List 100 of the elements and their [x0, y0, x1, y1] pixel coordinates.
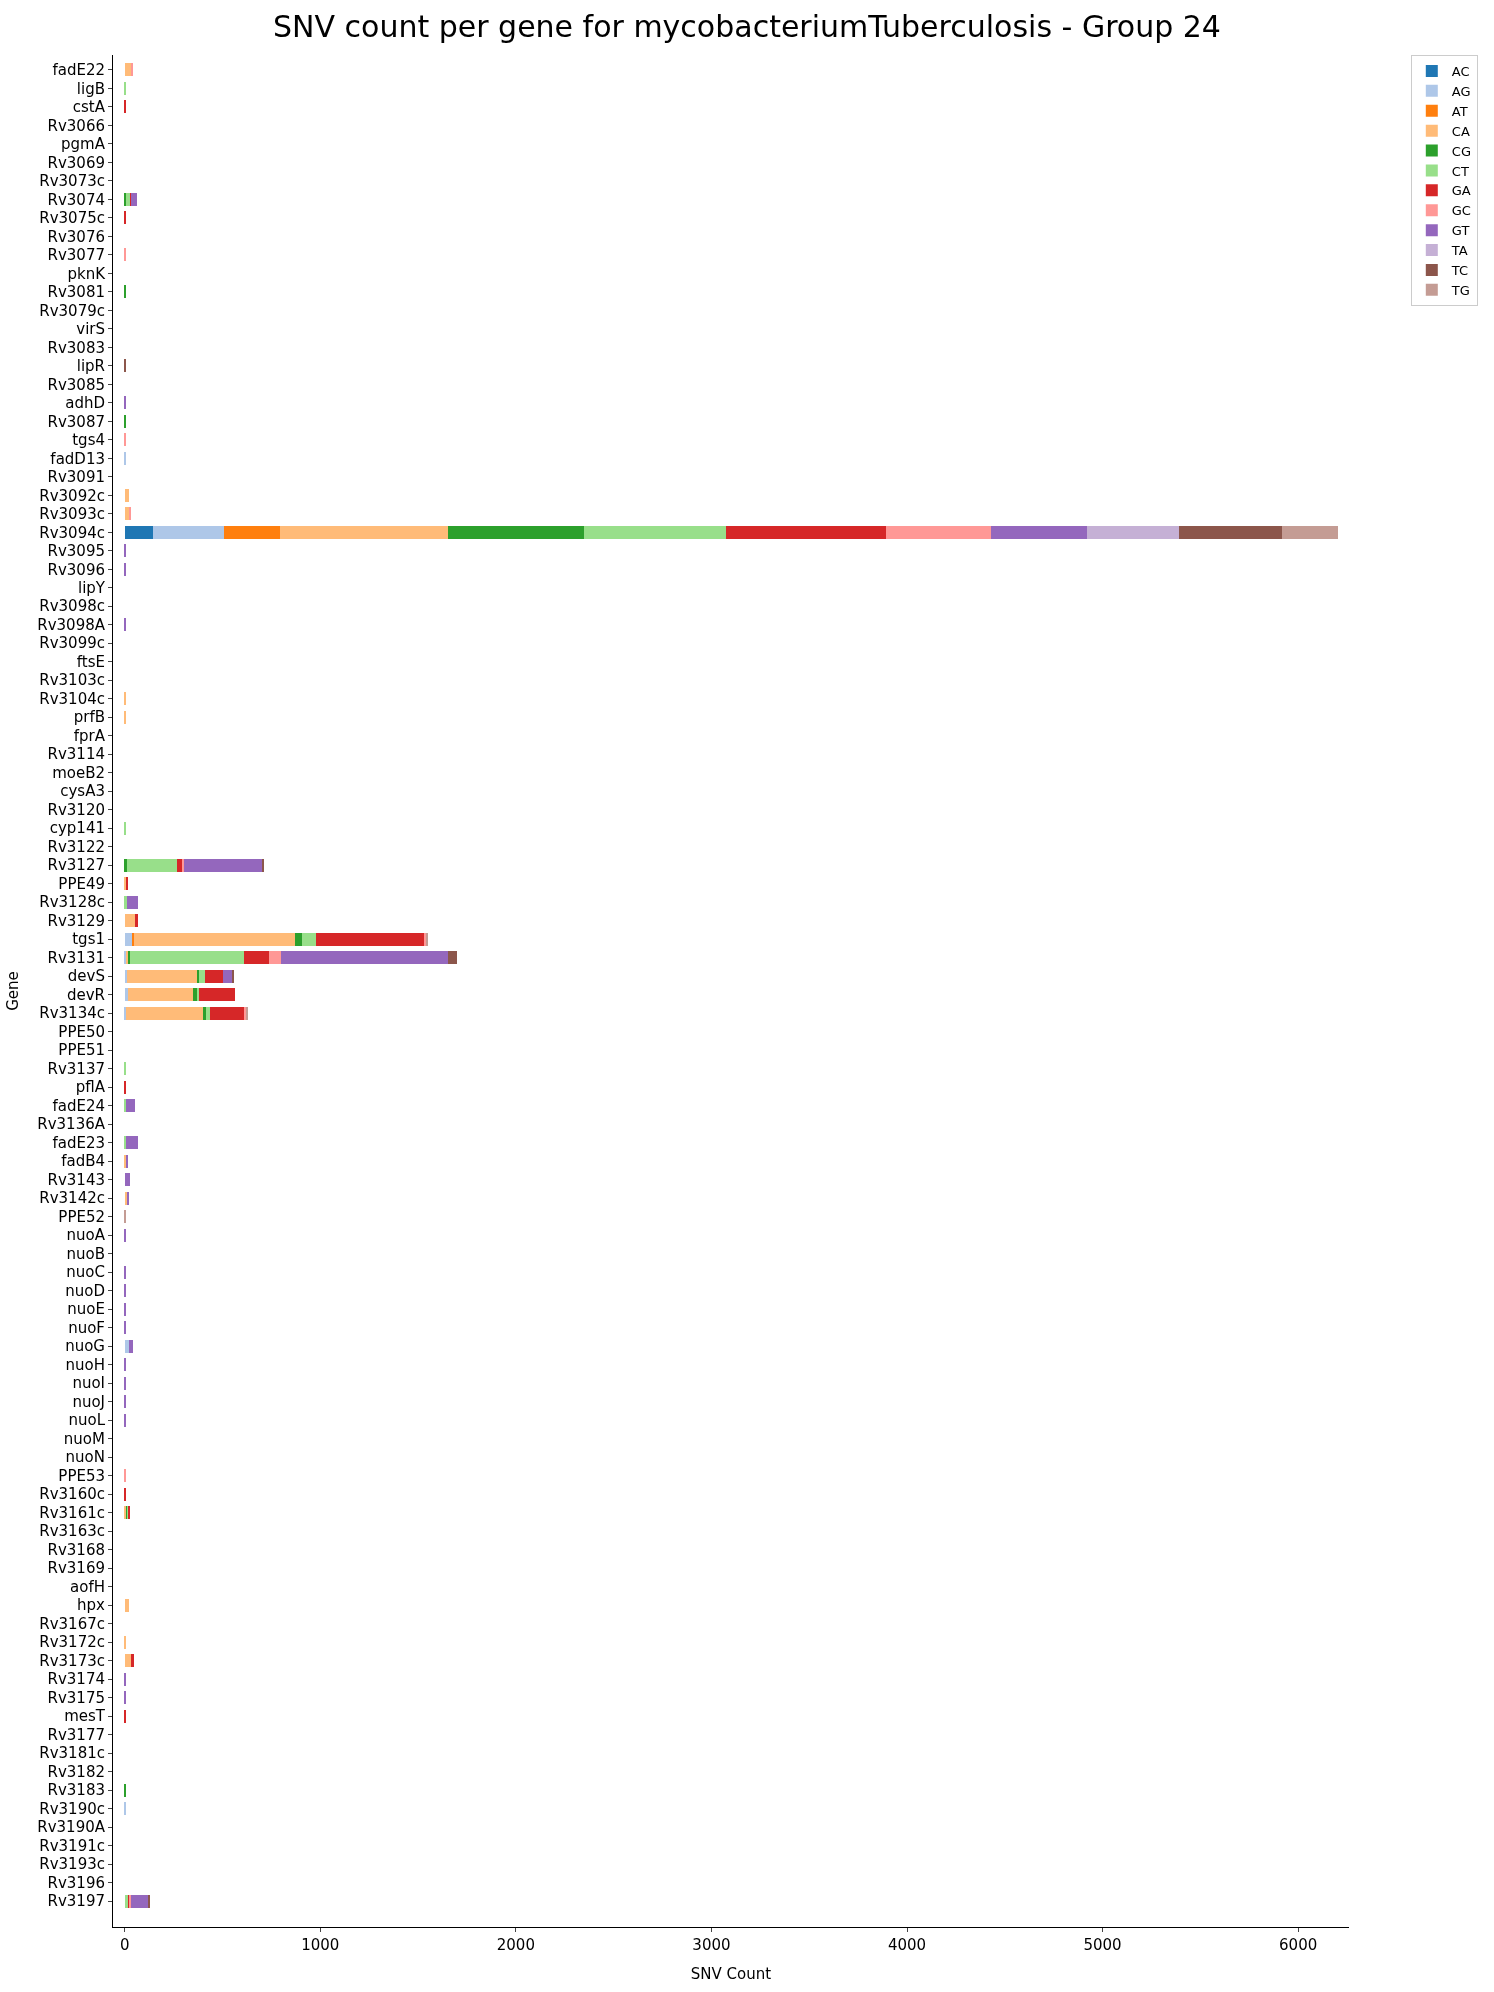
y-tick-label: Rv3182 [47, 1762, 105, 1781]
y-tick-label: Rv3085 [47, 375, 105, 394]
y-tick-label: nuoE [67, 1300, 105, 1319]
y-tick-label: Rv3168 [47, 1540, 105, 1559]
y-tick-label: cyp141 [49, 819, 105, 838]
y-tick-label: fadD13 [50, 449, 105, 468]
y-tick-label: Rv3190c [39, 1799, 105, 1818]
y-tick-label: Rv3161c [39, 1503, 105, 1522]
legend-label: TG [1450, 282, 1470, 298]
y-tick-label: Rv3098c [39, 597, 105, 616]
y-tick-label: aofH [70, 1577, 105, 1596]
y-tick-label: Rv3104c [39, 689, 105, 708]
legend-label: GA [1451, 183, 1471, 199]
y-tick-label: Rv3174 [47, 1670, 105, 1689]
y-tick-label: Rv3075c [39, 209, 105, 228]
y-tick-label: ligB [76, 79, 105, 98]
y-tick-label: cysA3 [60, 782, 105, 801]
y-tick-label: Rv3098A [37, 615, 106, 634]
y-tick-label: Rv3091 [47, 468, 105, 486]
legend-label: CG [1451, 143, 1471, 159]
y-tick-label: nuoD [65, 1281, 105, 1300]
y-tick-label: nuoC [66, 1263, 105, 1282]
y-tick-label: prfB [73, 708, 105, 727]
y-tick-label: devS [67, 967, 105, 986]
y-tick-label: Rv3077 [47, 246, 105, 265]
y-tick-label: Rv3127 [47, 856, 105, 875]
x-tick-label: 2000 [496, 1936, 535, 1954]
y-tick-label: Rv3177 [47, 1725, 105, 1744]
y-tick-label: nuoA [66, 1226, 106, 1245]
y-tick-label: ftsE [76, 652, 105, 671]
legend-label: CA [1451, 123, 1470, 139]
y-tick-label: Rv3172c [39, 1633, 105, 1652]
y-tick-label: adhD [65, 394, 105, 413]
y-axis-title: Gene [3, 971, 22, 1011]
y-tick-label: Rv3142c [39, 1189, 105, 1208]
y-tick-label: Rv3081 [47, 283, 105, 302]
y-tick-label: nuoH [65, 1355, 105, 1374]
y-tick-label: Rv3114 [47, 745, 105, 764]
y-tick-label: Rv3122 [47, 837, 105, 856]
y-tick-label: PPE51 [58, 1041, 105, 1060]
y-tick-label: hpx [77, 1596, 106, 1615]
legend-label: AC [1451, 64, 1470, 80]
chart-title: SNV count per gene for mycobacteriumTuberculosis - Group 24 [273, 8, 1221, 44]
y-tick-label: nuoM [63, 1429, 105, 1448]
y-tick-label: Rv3173c [39, 1651, 105, 1670]
y-tick-label: Rv3069 [47, 153, 105, 172]
y-tick-label: Rv3163c [39, 1522, 105, 1541]
y-tick-label: nuoI [72, 1374, 105, 1393]
y-tick-label: nuoG [65, 1337, 105, 1356]
y-tick-label: Rv3066 [47, 116, 105, 135]
y-tick-label: fadE23 [52, 1133, 105, 1152]
y-tick-label: Rv3160c [39, 1485, 105, 1504]
x-tick-label: 1000 [301, 1936, 340, 1954]
y-tick-label: PPE49 [58, 874, 105, 893]
y-tick-label: mesT [64, 1707, 106, 1726]
y-tick-label: moeB2 [52, 763, 105, 782]
y-tick-label: devR [66, 985, 105, 1004]
y-tick-label: Rv3196 [47, 1873, 105, 1892]
y-tick-label: pflA [75, 1078, 106, 1097]
y-tick-label: Rv3175 [47, 1688, 105, 1707]
y-tick-label: Rv3128c [39, 893, 105, 912]
y-tick-label: Rv3103c [39, 671, 105, 690]
y-tick-label: tgs1 [72, 930, 105, 949]
y-tick-label: Rv3096 [47, 560, 105, 579]
legend-label: AG [1451, 83, 1471, 99]
y-tick-label: Rv3131 [47, 948, 105, 967]
x-tick-label: 4000 [887, 1936, 927, 1954]
legend-label: AT [1451, 103, 1468, 119]
y-tick-label: Rv3191c [39, 1836, 105, 1855]
y-tick-label: fprA [73, 726, 106, 745]
y-tick-label: Rv3095 [47, 542, 105, 560]
y-tick-label: pknK [67, 264, 107, 283]
y-tick-label: Rv3120 [47, 800, 105, 819]
y-tick-label: Rv3197 [47, 1892, 105, 1911]
y-tick-label: fadB4 [61, 1152, 105, 1171]
y-tick-label: Rv3073c [39, 172, 105, 191]
y-tick-label: Rv3093c [39, 505, 105, 523]
legend-label: GC [1451, 203, 1471, 219]
y-tick-label: Rv3099c [39, 634, 105, 653]
x-tick-label: 0 [119, 1936, 130, 1954]
y-tick-label: Rv3183 [47, 1781, 105, 1800]
y-tick-label: nuoL [68, 1411, 106, 1430]
y-tick-label: fadE24 [52, 1096, 105, 1115]
y-tick-label: Rv3076 [47, 227, 105, 246]
x-tick-label: 6000 [1279, 1936, 1318, 1954]
y-tick-label: Rv3129 [47, 911, 105, 930]
y-tick-label: cstA [72, 98, 106, 117]
y-tick-label: Rv3167c [39, 1614, 105, 1633]
y-tick-label: lipY [77, 578, 106, 597]
y-tick-label: PPE50 [58, 1022, 105, 1041]
y-tick-label: nuoF [68, 1318, 105, 1337]
y-tick-label: Rv3134c [39, 1004, 105, 1023]
legend-label: TA [1450, 243, 1468, 259]
y-tick-label: nuoN [65, 1448, 105, 1467]
y-tick-label: Rv3181c [39, 1744, 105, 1763]
y-tick-label: virS [76, 320, 105, 339]
y-tick-label: pgmA [61, 135, 106, 154]
x-tick-label: 5000 [1083, 1936, 1122, 1954]
y-tick-label: Rv3079c [39, 301, 105, 320]
y-tick-label: tgs4 [72, 431, 105, 450]
